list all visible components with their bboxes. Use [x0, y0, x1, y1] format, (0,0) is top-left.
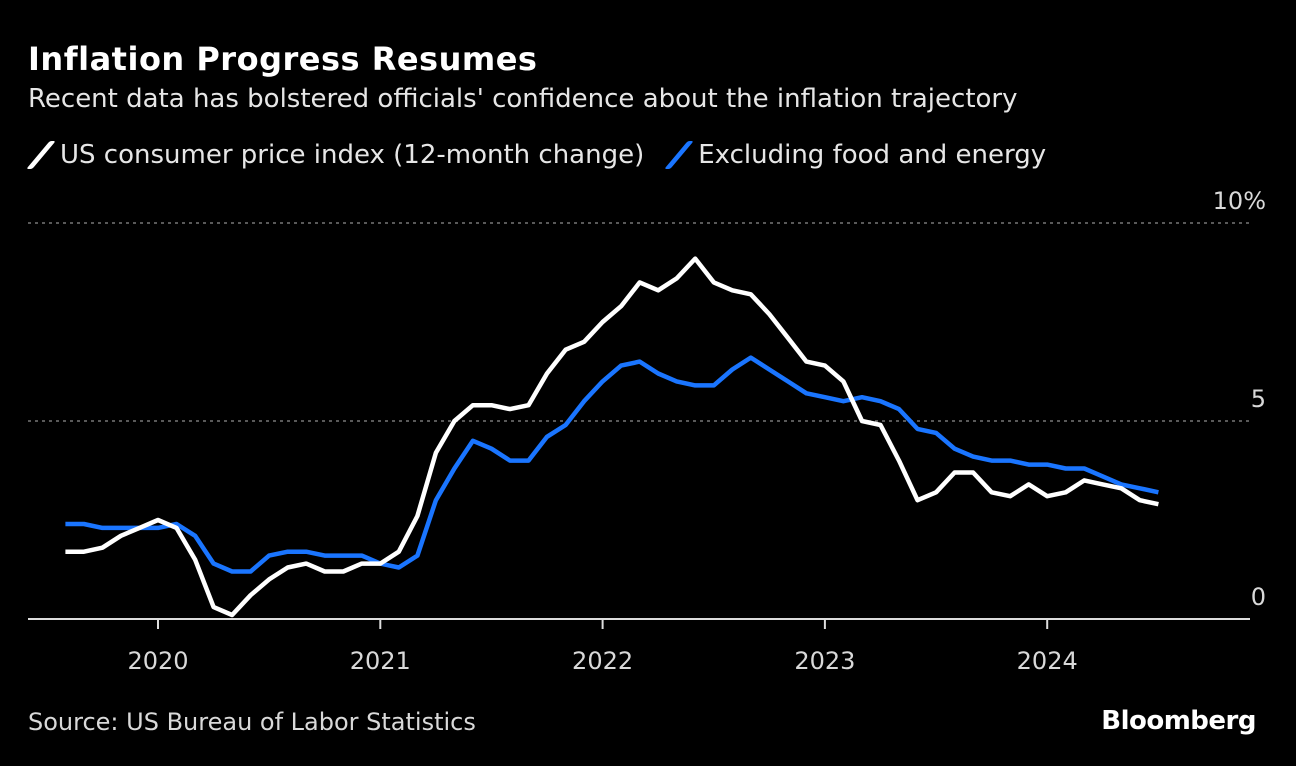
legend-label-cpi: US consumer price index (12-month change…	[60, 140, 645, 170]
x-tick-label: 2021	[350, 647, 411, 675]
legend: US consumer price index (12-month change…	[26, 140, 1068, 170]
bloomberg-logo: Bloomberg	[1101, 706, 1256, 736]
series-line-core	[65, 355, 1159, 574]
y-tick-label: 5	[1251, 385, 1266, 413]
series-line-cpi	[65, 256, 1159, 618]
x-tick-label: 2024	[1017, 647, 1078, 675]
x-tick-label: 2020	[127, 647, 188, 675]
legend-item-core: Excluding food and energy	[664, 140, 1047, 170]
source-note: Source: US Bureau of Labor Statistics	[28, 708, 476, 736]
x-tick-label: 2022	[572, 647, 633, 675]
y-tick-label: 0	[1251, 583, 1266, 611]
legend-item-cpi: US consumer price index (12-month change…	[26, 140, 645, 170]
legend-label-core: Excluding food and energy	[698, 140, 1047, 170]
x-tick-label: 2023	[794, 647, 855, 675]
y-tick-label: 10%	[1213, 187, 1266, 215]
chart-subtitle: Recent data has bolstered officials' con…	[28, 84, 1018, 114]
chart-title: Inflation Progress Resumes	[28, 40, 538, 78]
